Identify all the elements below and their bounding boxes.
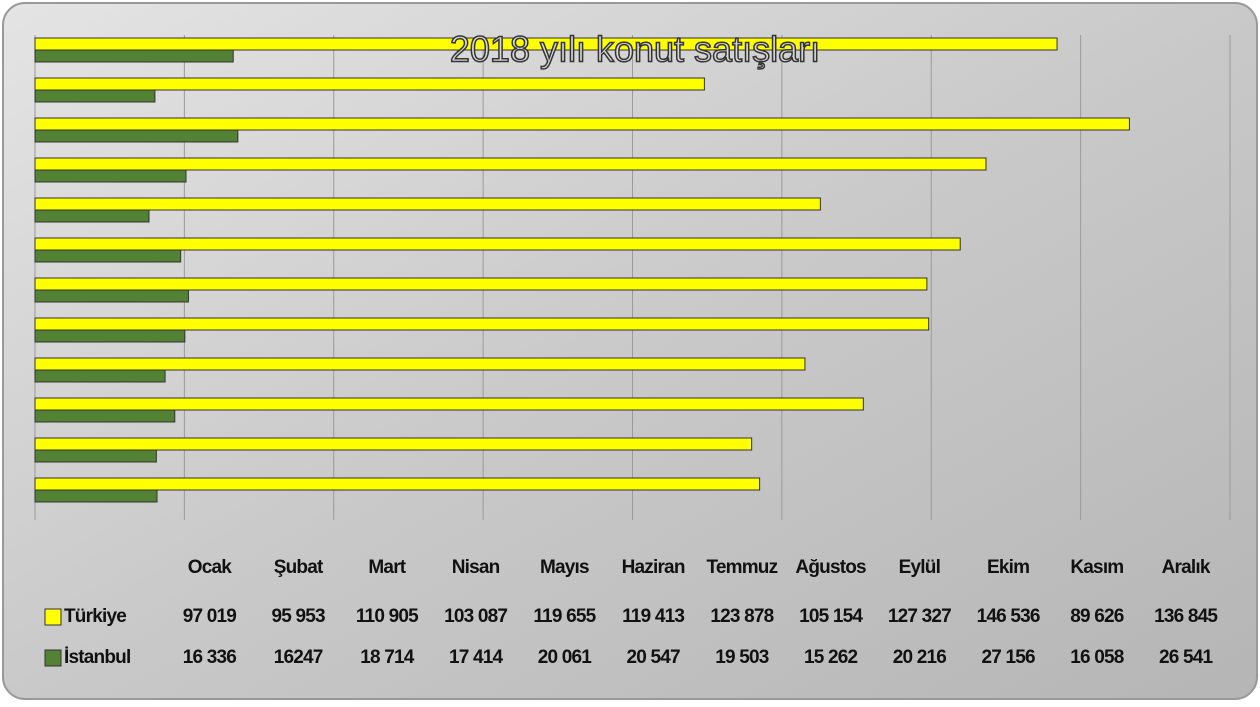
bar xyxy=(34,409,176,423)
table-value: 18 714 xyxy=(360,647,415,668)
table-value: 119 655 xyxy=(533,606,596,627)
bar xyxy=(34,249,182,263)
table-value: 15 262 xyxy=(804,647,858,668)
table-value: 16247 xyxy=(274,647,323,668)
category-label: Şubat xyxy=(274,557,324,578)
legend-label: İstanbul xyxy=(64,647,130,668)
category-label: Mayıs xyxy=(540,557,589,578)
category-label: Kasım xyxy=(1070,557,1123,578)
bar xyxy=(34,117,1130,131)
bar xyxy=(34,197,821,211)
category-label: Mart xyxy=(368,557,406,578)
table-value: 105 154 xyxy=(799,606,863,627)
category-label: Nisan xyxy=(452,557,500,578)
table-value: 20 061 xyxy=(538,647,593,668)
table-value: 20 547 xyxy=(626,647,680,668)
table-value: 20 216 xyxy=(893,647,947,668)
category-label: Aralık xyxy=(1162,557,1211,578)
table-value: 17 414 xyxy=(449,647,504,668)
bar xyxy=(34,209,150,223)
table-value: 95 953 xyxy=(271,606,325,627)
bar xyxy=(34,129,239,143)
category-label: Ağustos xyxy=(795,557,866,578)
legend-swatch xyxy=(44,649,62,667)
bar xyxy=(34,169,187,183)
bar xyxy=(34,489,158,503)
table-value: 136 845 xyxy=(1154,606,1218,627)
category-label: Ekim xyxy=(987,557,1029,578)
bar xyxy=(34,477,761,491)
bar xyxy=(34,277,928,291)
category-label: Ocak xyxy=(188,557,233,578)
table-value: 103 087 xyxy=(444,606,507,627)
bar xyxy=(34,329,186,343)
table-value: 110 905 xyxy=(356,606,419,627)
table-value: 119 413 xyxy=(622,606,684,627)
table-value: 97 019 xyxy=(183,606,237,627)
table-value: 16 336 xyxy=(183,647,237,668)
table-value: 16 058 xyxy=(1070,647,1124,668)
legend-label: Türkiye xyxy=(64,606,126,627)
bar xyxy=(34,37,1058,51)
table-value: 127 327 xyxy=(888,606,951,627)
bar xyxy=(34,237,961,251)
table-value: 89 626 xyxy=(1070,606,1124,627)
category-label: Eylül xyxy=(899,557,940,578)
table-value: 19 503 xyxy=(715,647,769,668)
table-value: 146 536 xyxy=(977,606,1040,627)
bar xyxy=(34,157,987,171)
bar xyxy=(34,357,806,371)
legend-swatch xyxy=(44,608,62,626)
category-label: Temmuz xyxy=(706,557,777,578)
table-value: 27 156 xyxy=(981,647,1035,668)
bar xyxy=(34,77,705,91)
bar xyxy=(34,49,234,63)
table-value: 123 878 xyxy=(710,606,773,627)
bar xyxy=(34,369,166,383)
category-label: Haziran xyxy=(622,557,685,578)
bar xyxy=(34,289,189,303)
bar xyxy=(34,317,930,331)
bar xyxy=(34,397,864,411)
bar xyxy=(34,89,156,103)
bar xyxy=(34,449,157,463)
table-value: 26 541 xyxy=(1159,647,1214,668)
chart-title: 2018 yılı konut satışları xyxy=(450,29,820,70)
bar xyxy=(34,437,753,451)
